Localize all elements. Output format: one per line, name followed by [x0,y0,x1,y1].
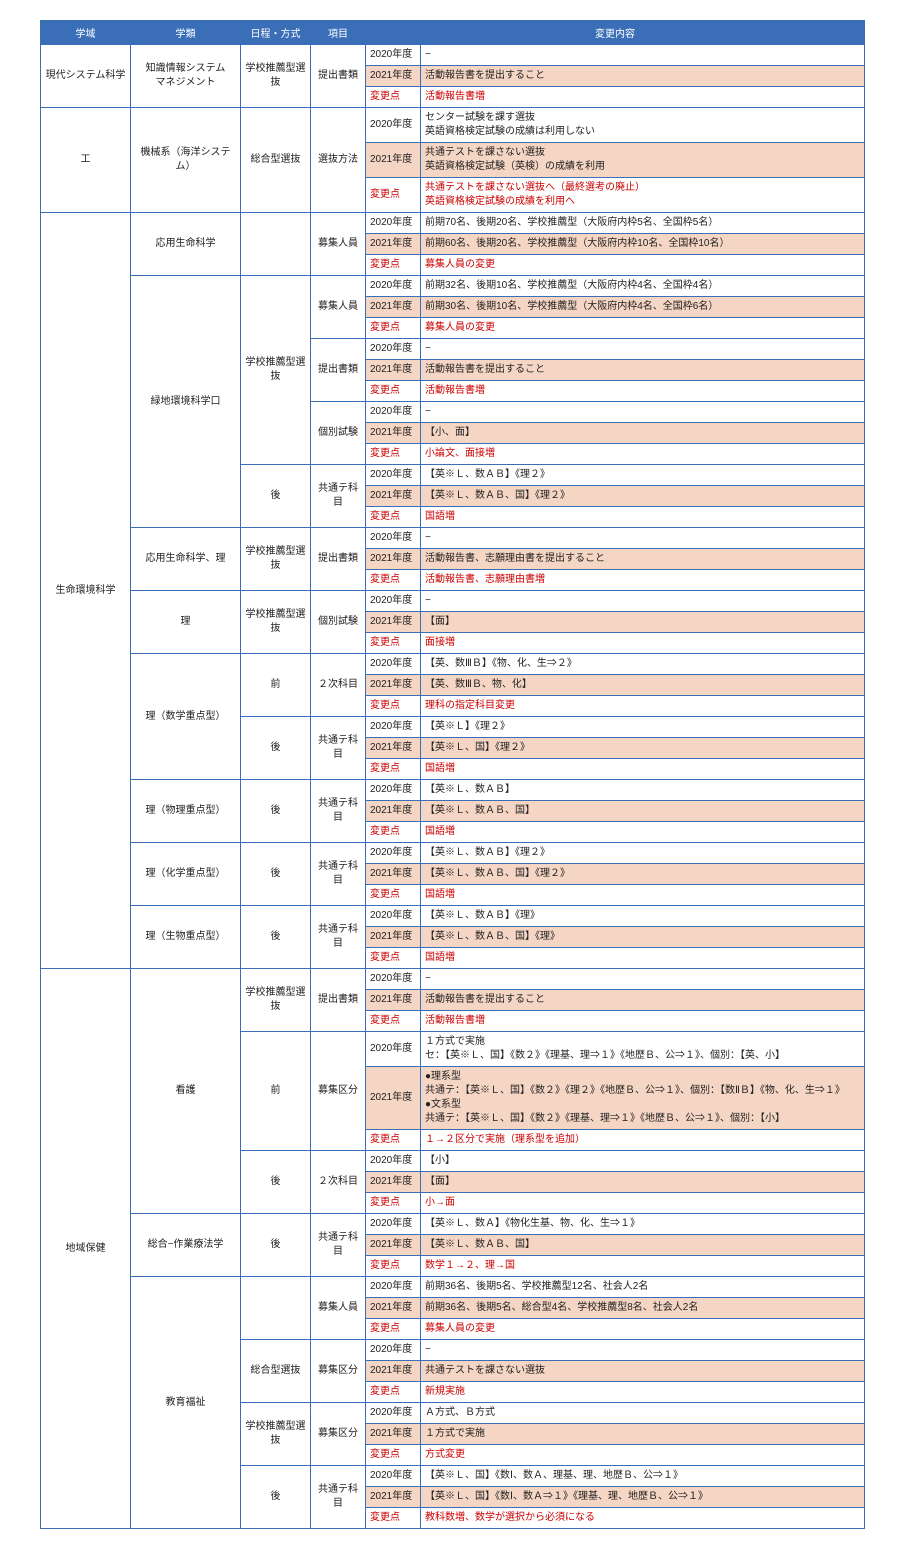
header-method: 日程・方式 [241,21,311,45]
header-item: 項目 [311,21,366,45]
header-dept: 学類 [131,21,241,45]
header-domain: 学域 [41,21,131,45]
header-row: 学域 学類 日程・方式 項目 変更内容 [41,21,865,45]
changes-table: 学域 学類 日程・方式 項目 変更内容 現代システム科学知識情報システムマネジメ… [40,20,865,1529]
header-content: 変更内容 [366,21,865,45]
